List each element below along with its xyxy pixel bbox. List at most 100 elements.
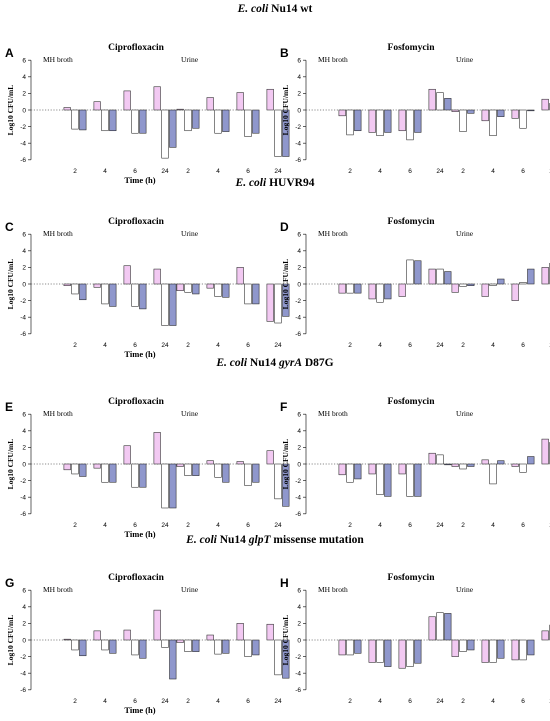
panel-b: B Fosfomycin MH broth Urine 6 4 2 0 -2 -4 -6 Log10 … (280, 43, 550, 175)
bar (527, 109, 535, 112)
bar (206, 460, 214, 465)
panel-f: F Fosfomycin MH broth Urine 6 4 2 0 -2 -4 -6 Log10 … (280, 397, 550, 529)
panel-c: C Ciprofloxacin MH broth Urine 6 4 2 0 -2 -4 -6 Log… (5, 217, 290, 359)
bar (398, 109, 406, 132)
bar (436, 268, 444, 285)
x-tick-label: 4 (491, 168, 495, 175)
bar (206, 283, 214, 289)
x-tick-label: 6 (246, 342, 250, 349)
x-tick-label: 24 (274, 522, 282, 529)
x-axis-label: Time (h) (124, 175, 155, 185)
bar (123, 90, 131, 111)
bar (481, 109, 489, 122)
bar (214, 639, 222, 655)
bar (511, 463, 519, 467)
x-tick-label: 2 (186, 522, 190, 529)
bar (282, 639, 290, 679)
y-axis-label: Log10 CFU/mL (281, 85, 290, 136)
bar (79, 109, 87, 131)
x-tick-label: 24 (274, 168, 282, 175)
bar (71, 639, 79, 651)
bar (71, 109, 79, 130)
bar (192, 283, 200, 295)
condition-label: MH broth (43, 409, 73, 418)
x-tick-label: 6 (133, 168, 137, 175)
bar (519, 463, 527, 473)
bar (428, 452, 436, 465)
y-axis-label: Log10 CFU/mL (6, 615, 15, 666)
bar (444, 463, 452, 466)
x-tick-label: 6 (246, 522, 250, 529)
x-axis-label: Time (h) (124, 529, 155, 539)
x-tick-label: 4 (378, 698, 382, 705)
x-axis-label: Time (h) (124, 705, 155, 715)
bar (414, 260, 422, 285)
y-tick-label: 2 (22, 621, 26, 628)
y-tick-label: 2 (297, 265, 301, 272)
x-tick-label: 6 (521, 342, 525, 349)
bar (527, 639, 535, 656)
bar (169, 463, 177, 509)
bar (109, 109, 117, 132)
x-tick-label: 24 (161, 168, 169, 175)
bar (79, 463, 87, 477)
bar (384, 463, 392, 497)
x-tick-label: 2 (73, 522, 77, 529)
bar (459, 109, 467, 132)
x-tick-label: 4 (491, 698, 495, 705)
panel-title: Ciprofloxacin (108, 217, 164, 227)
bar (406, 259, 414, 285)
x-tick-label: 6 (408, 168, 412, 175)
bar (338, 283, 346, 294)
x-tick-label: 6 (133, 522, 137, 529)
bar (101, 463, 109, 483)
y-tick-label: 0 (22, 461, 26, 468)
bar (541, 267, 549, 285)
x-tick-label: 4 (491, 522, 495, 529)
x-tick-label: 6 (521, 168, 525, 175)
condition-label: MH broth (43, 55, 73, 64)
condition-label: MH broth (318, 55, 348, 64)
bar (338, 109, 346, 117)
bar (338, 463, 346, 476)
bar (451, 463, 459, 467)
bar (63, 283, 71, 286)
bar (414, 639, 422, 664)
x-tick-label: 2 (348, 168, 352, 175)
bar (428, 88, 436, 111)
x-tick-label: 24 (161, 522, 169, 529)
bar (123, 265, 131, 285)
panel-title: Fosfomycin (388, 573, 436, 583)
bar (368, 639, 376, 663)
bar (282, 463, 290, 507)
bar (541, 98, 549, 111)
y-tick-label: -6 (295, 687, 301, 694)
bar (414, 109, 422, 133)
bar (169, 283, 177, 326)
bar (63, 463, 71, 471)
bar (346, 639, 354, 656)
panel-title: Fosfomycin (388, 43, 436, 53)
bar (436, 454, 444, 465)
bar (481, 459, 489, 465)
bar (428, 616, 436, 641)
bar (489, 109, 497, 137)
bar (406, 109, 414, 141)
y-tick-label: 0 (297, 461, 301, 468)
bar (354, 639, 362, 654)
bar (274, 283, 282, 324)
y-tick-label: -6 (295, 331, 301, 338)
bar (252, 283, 260, 305)
y-tick-label: 2 (22, 445, 26, 452)
bar (444, 271, 452, 285)
bar (368, 109, 376, 133)
bar (266, 283, 274, 322)
bar (131, 639, 139, 656)
y-axis-label: Log10 CFU/mL (6, 85, 15, 136)
bar (406, 639, 414, 667)
panel-title: Ciprofloxacin (108, 43, 164, 53)
bar (274, 463, 282, 500)
bar (139, 463, 147, 488)
bar (346, 283, 354, 294)
y-tick-label: -4 (295, 141, 301, 148)
